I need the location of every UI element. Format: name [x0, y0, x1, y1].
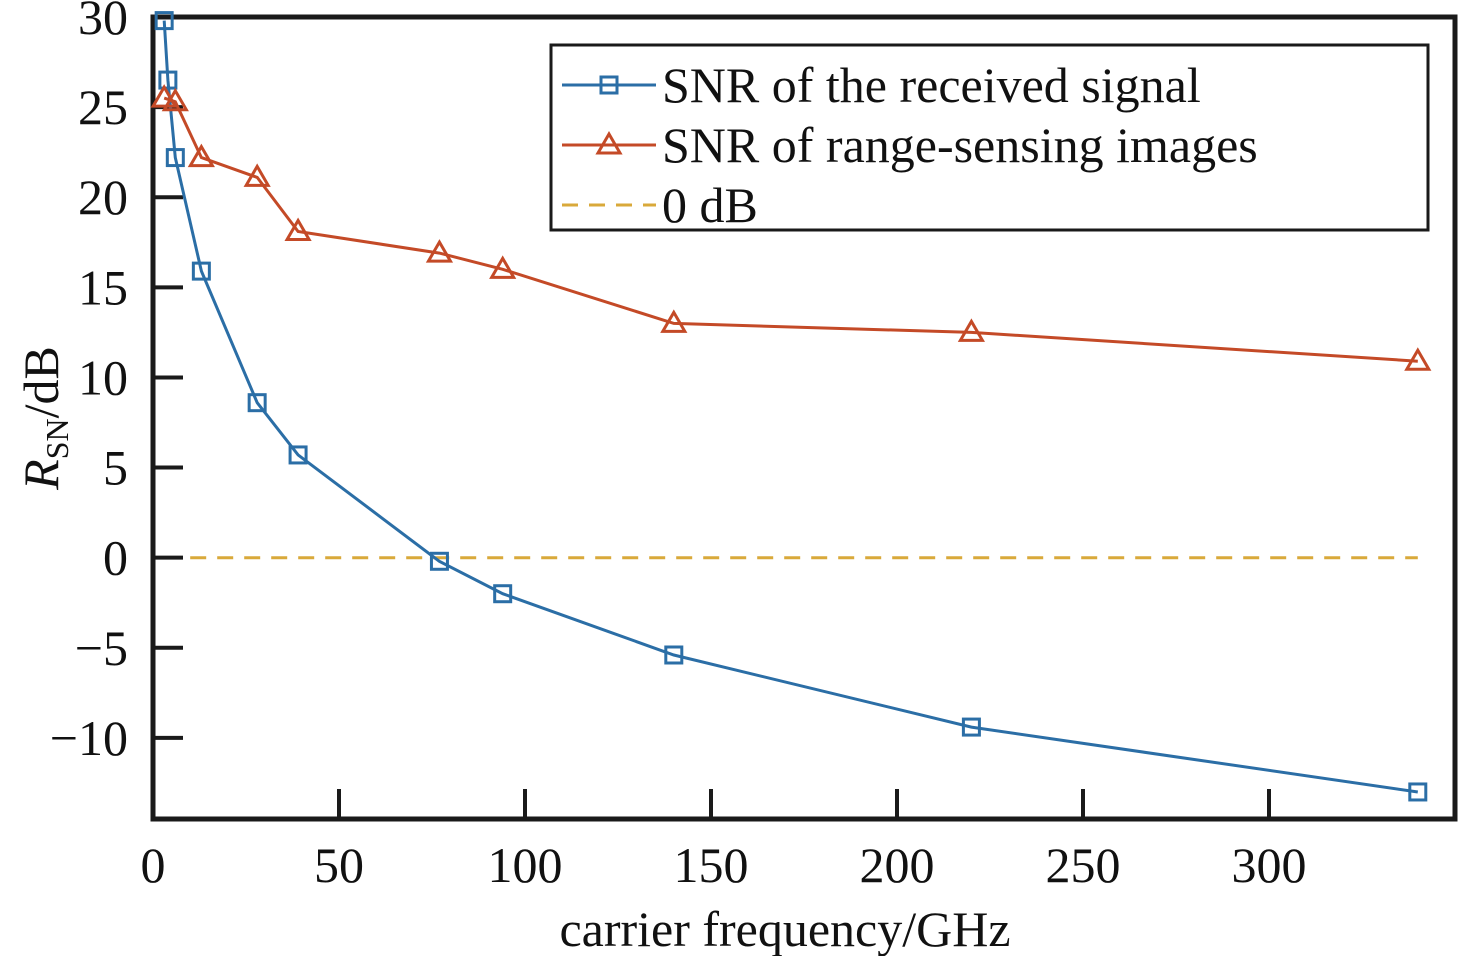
legend-marker	[599, 75, 619, 95]
y-tick-label: 20	[78, 169, 128, 225]
legend-marker	[595, 131, 623, 155]
x-tick-label: 250	[1046, 837, 1121, 893]
data-point	[489, 255, 517, 279]
data-point	[961, 717, 981, 737]
x-tick-label: 0	[141, 837, 166, 893]
x-tick-label: 150	[674, 837, 749, 893]
x-tick-label: 50	[314, 837, 364, 893]
data-point	[191, 261, 211, 281]
data-point	[664, 645, 684, 665]
x-axis-label: carrier frequency/GHz	[559, 901, 1010, 956]
legend-label: 0 dB	[662, 177, 758, 233]
data-point	[150, 84, 178, 108]
data-point	[165, 148, 185, 168]
y-tick-label: −5	[75, 620, 128, 676]
plot-frame	[150, 14, 1458, 822]
y-tick-label: 10	[78, 349, 128, 405]
data-point	[1408, 782, 1428, 802]
series-layer	[150, 11, 1432, 802]
y-tick-label: −10	[50, 710, 128, 766]
y-axis-label-subscript: SN	[39, 418, 75, 459]
series-line	[162, 20, 1419, 794]
y-axis-label-suffix: /dB	[13, 346, 69, 418]
data-point	[284, 217, 312, 241]
data-point	[158, 70, 178, 90]
y-axis-label-main: R	[13, 459, 69, 491]
series-0	[154, 11, 1428, 802]
data-point	[247, 393, 267, 413]
data-point	[154, 11, 174, 31]
legend-label: SNR of the received signal	[662, 57, 1201, 113]
legend-box	[549, 43, 1430, 232]
data-point	[957, 318, 986, 342]
data-point	[243, 163, 271, 187]
data-point	[429, 551, 449, 571]
data-point	[288, 445, 308, 465]
series-line	[163, 96, 1418, 363]
y-tick-label: 25	[78, 79, 128, 135]
y-tick-label: 30	[78, 0, 128, 45]
data-point	[660, 309, 688, 333]
data-point	[161, 87, 189, 112]
legend-label: SNR of range-sensing images	[662, 117, 1258, 173]
y-axis-label: RSN/dB	[13, 346, 75, 491]
x-tick-label: 100	[488, 837, 563, 893]
x-tick-label: 200	[860, 837, 935, 893]
data-point	[425, 239, 454, 263]
data-point	[187, 143, 215, 168]
series-1	[150, 84, 1432, 371]
data-point	[1404, 347, 1432, 371]
x-tick-label: 300	[1232, 837, 1307, 893]
data-point	[493, 584, 513, 604]
y-tick-label: 5	[103, 440, 128, 496]
y-tick-label: 15	[78, 259, 128, 315]
axis-ticks: 0 50 100 150 200 250 300 −10 −5 0 5 10 15 20 25 30	[50, 0, 1307, 893]
y-tick-label: 0	[103, 530, 128, 586]
